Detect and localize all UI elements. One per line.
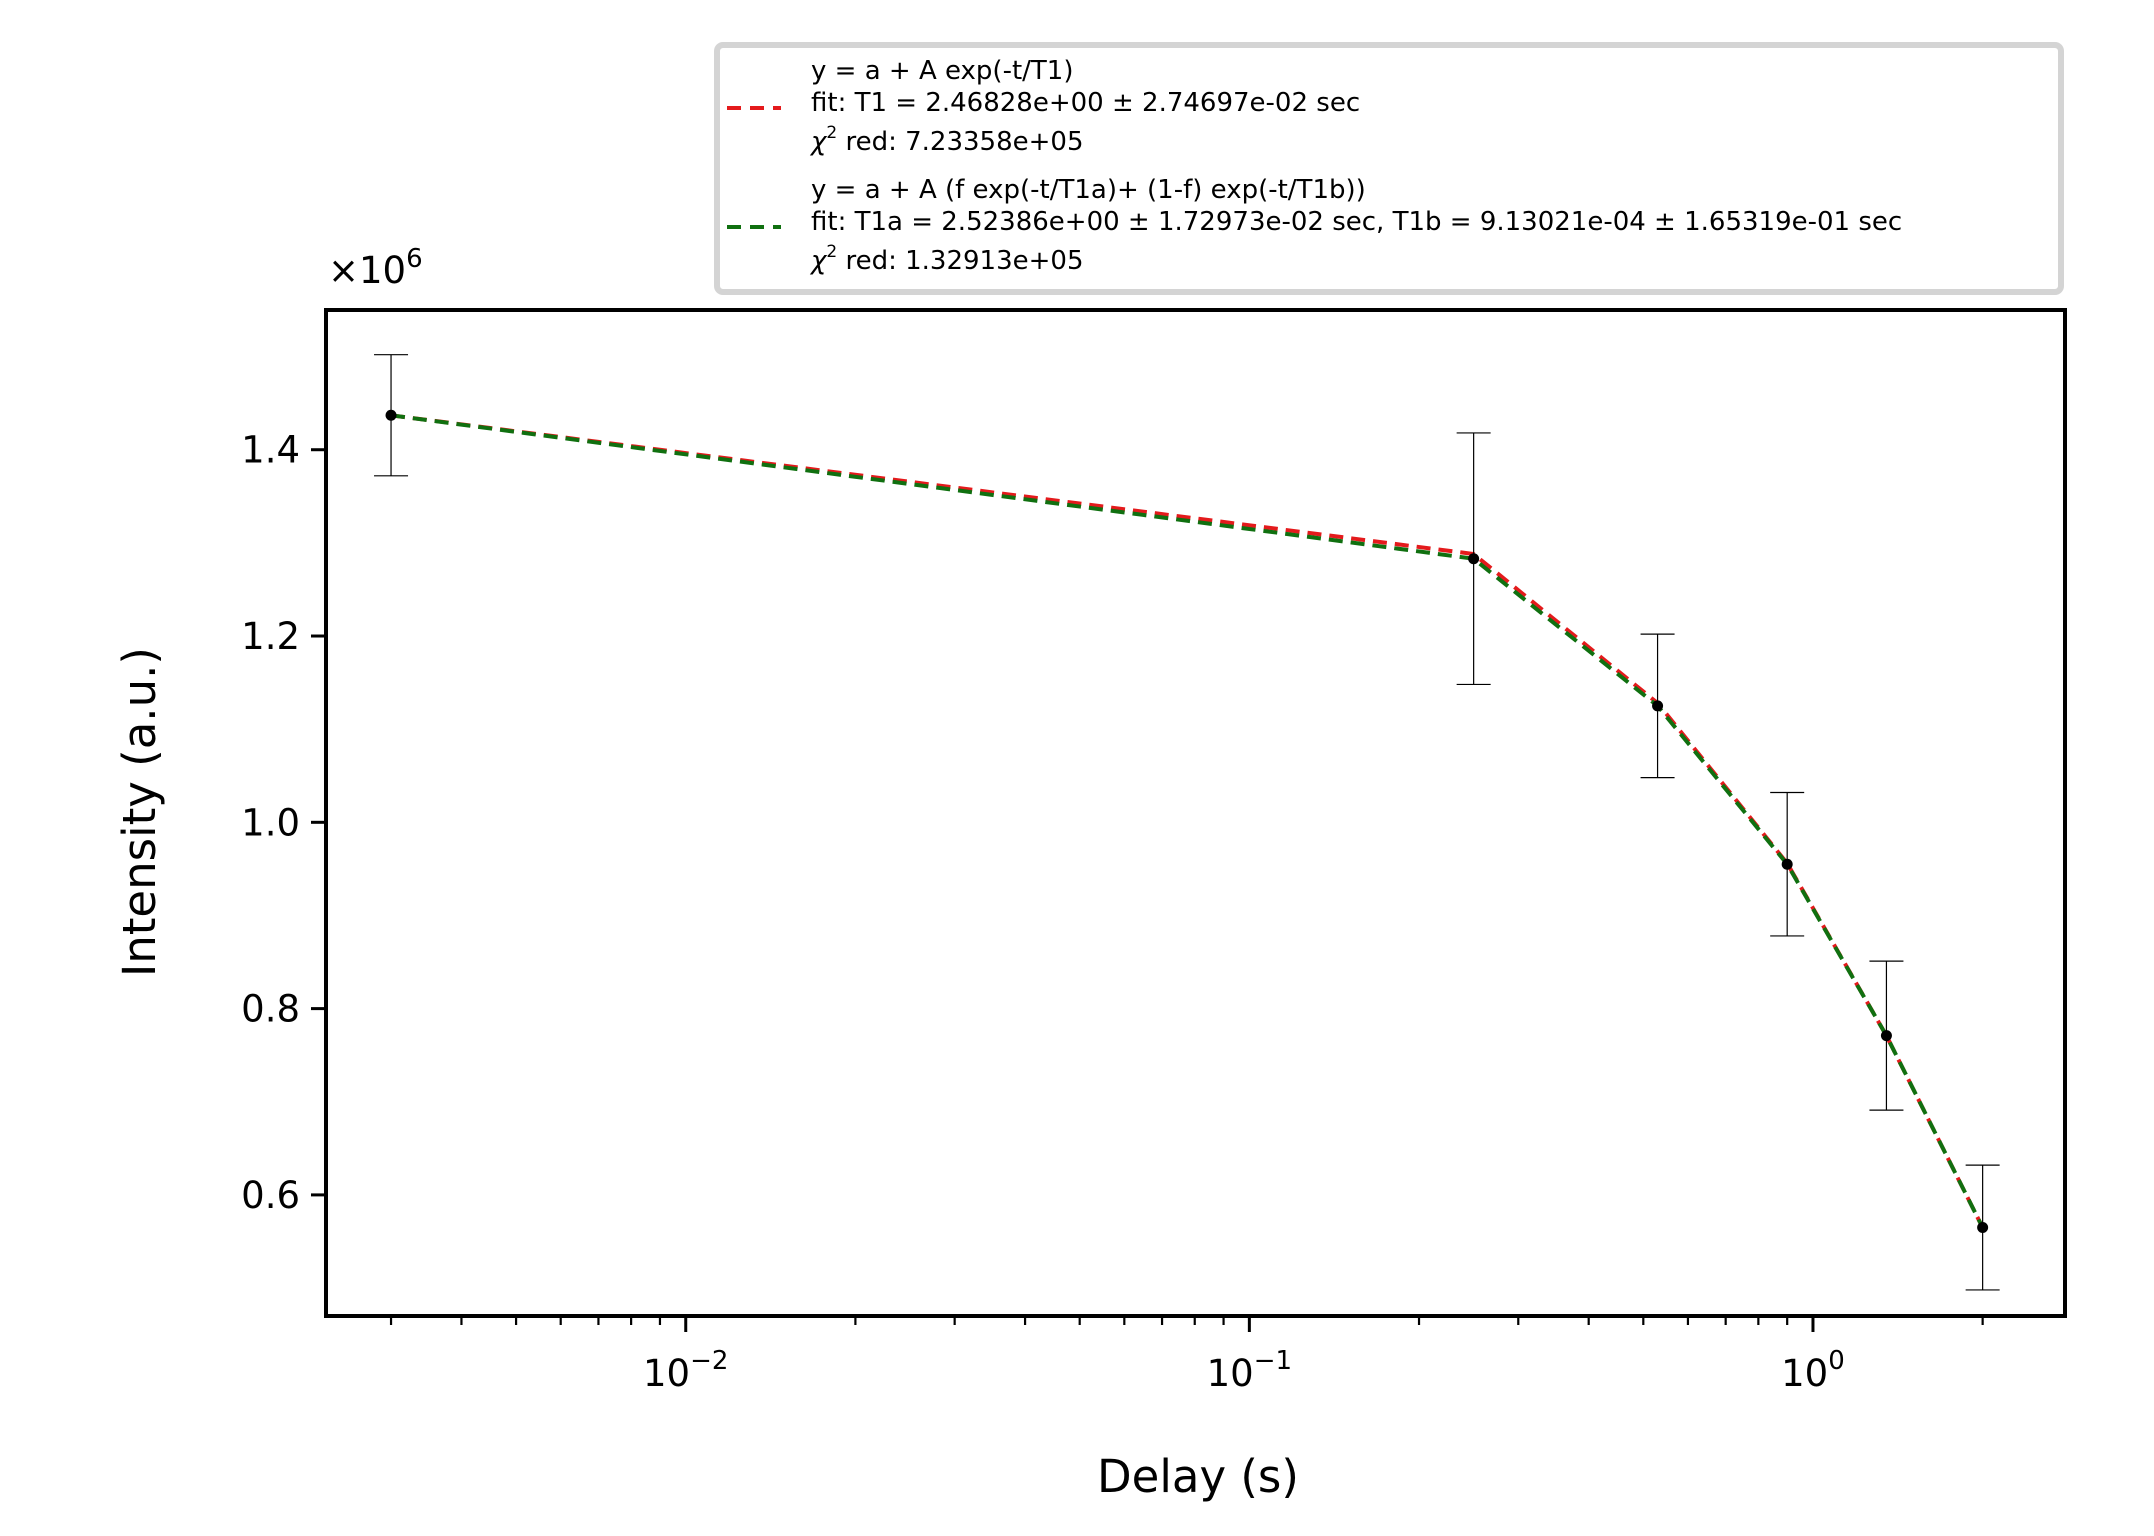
x-tick-base: 10 — [1781, 1352, 1828, 1395]
x-tick-exponent: 0 — [1828, 1346, 1845, 1376]
data-point — [1468, 553, 1480, 565]
data-points — [385, 409, 1989, 1234]
legend-fit-exponential-fit: fit: T1 = 2.46828e+00 ± 2.74697e-02 sec — [811, 88, 1360, 118]
plot-frame — [324, 308, 2067, 1318]
legend-entry-biexponential-fit: y = a + A (f exp(-t/T1a)+ (1-f) exp(-t/T… — [727, 175, 1902, 276]
y-tick-label: 1.2 — [241, 615, 300, 658]
legend-chi-value: red: 1.32913e+05 — [837, 246, 1083, 276]
y-axis-multiplier-exponent: 6 — [406, 244, 423, 274]
data-point — [1977, 1222, 1989, 1234]
legend-equation-exponential-fit: y = a + A exp(-t/T1) — [811, 56, 1073, 86]
legend-chi-value: red: 7.23358e+05 — [837, 127, 1083, 157]
x-tick-base: 10 — [643, 1352, 690, 1395]
data-point — [1880, 1030, 1892, 1042]
data-point — [1652, 700, 1664, 712]
x-tick-label: 100 — [1781, 1346, 1845, 1395]
x-tick-base: 10 — [1207, 1352, 1254, 1395]
legend-chi-exponential-fit: χ2 red: 7.23358e+05 — [809, 123, 1084, 157]
y-axis-ticks: 0.6 0.8 1.0 1.2 1.4 — [241, 429, 326, 1217]
legend-equation-biexponential-fit: y = a + A (f exp(-t/T1a)+ (1-f) exp(-t/T… — [811, 175, 1366, 205]
y-tick-label: 1.4 — [241, 429, 300, 472]
y-axis-multiplier: ×106 — [328, 244, 423, 292]
y-axis-label: Intensity (a.u.) — [113, 647, 166, 977]
y-tick-label: 1.0 — [241, 801, 300, 844]
legend-chi-exponent: 2 — [826, 123, 837, 143]
x-tick-exponent: −2 — [690, 1346, 728, 1376]
legend-frame — [714, 42, 2064, 295]
fit-lines — [390, 413, 1985, 1229]
legend-fit-biexponential-fit: fit: T1a = 2.52386e+00 ± 1.72973e-02 sec… — [811, 207, 1902, 237]
legend-chi-symbol: χ — [809, 127, 828, 157]
legend-chi-biexponential-fit: χ2 red: 1.32913e+05 — [809, 242, 1084, 276]
x-tick-label: 10−2 — [643, 1346, 728, 1395]
y-tick-label: 0.8 — [241, 988, 300, 1031]
legend-chi-exponent: 2 — [826, 242, 837, 262]
fit-line-biexponential — [390, 413, 1985, 1229]
x-tick-exponent: −1 — [1254, 1346, 1292, 1376]
legend: y = a + A exp(-t/T1) fit: T1 = 2.46828e+… — [714, 42, 2064, 295]
data-point — [385, 409, 397, 421]
x-axis-label: Delay (s) — [1097, 1450, 1299, 1503]
x-axis-ticks: 10−2 10−1 100 — [389, 1316, 1984, 1395]
legend-chi-symbol: χ — [809, 246, 828, 276]
legend-entry-exponential-fit: y = a + A exp(-t/T1) fit: T1 = 2.46828e+… — [727, 56, 1360, 157]
x-tick-label: 10−1 — [1207, 1346, 1292, 1395]
y-tick-label: 0.6 — [241, 1174, 300, 1217]
y-axis-multiplier-base: ×10 — [328, 249, 406, 292]
data-point — [1781, 858, 1793, 870]
